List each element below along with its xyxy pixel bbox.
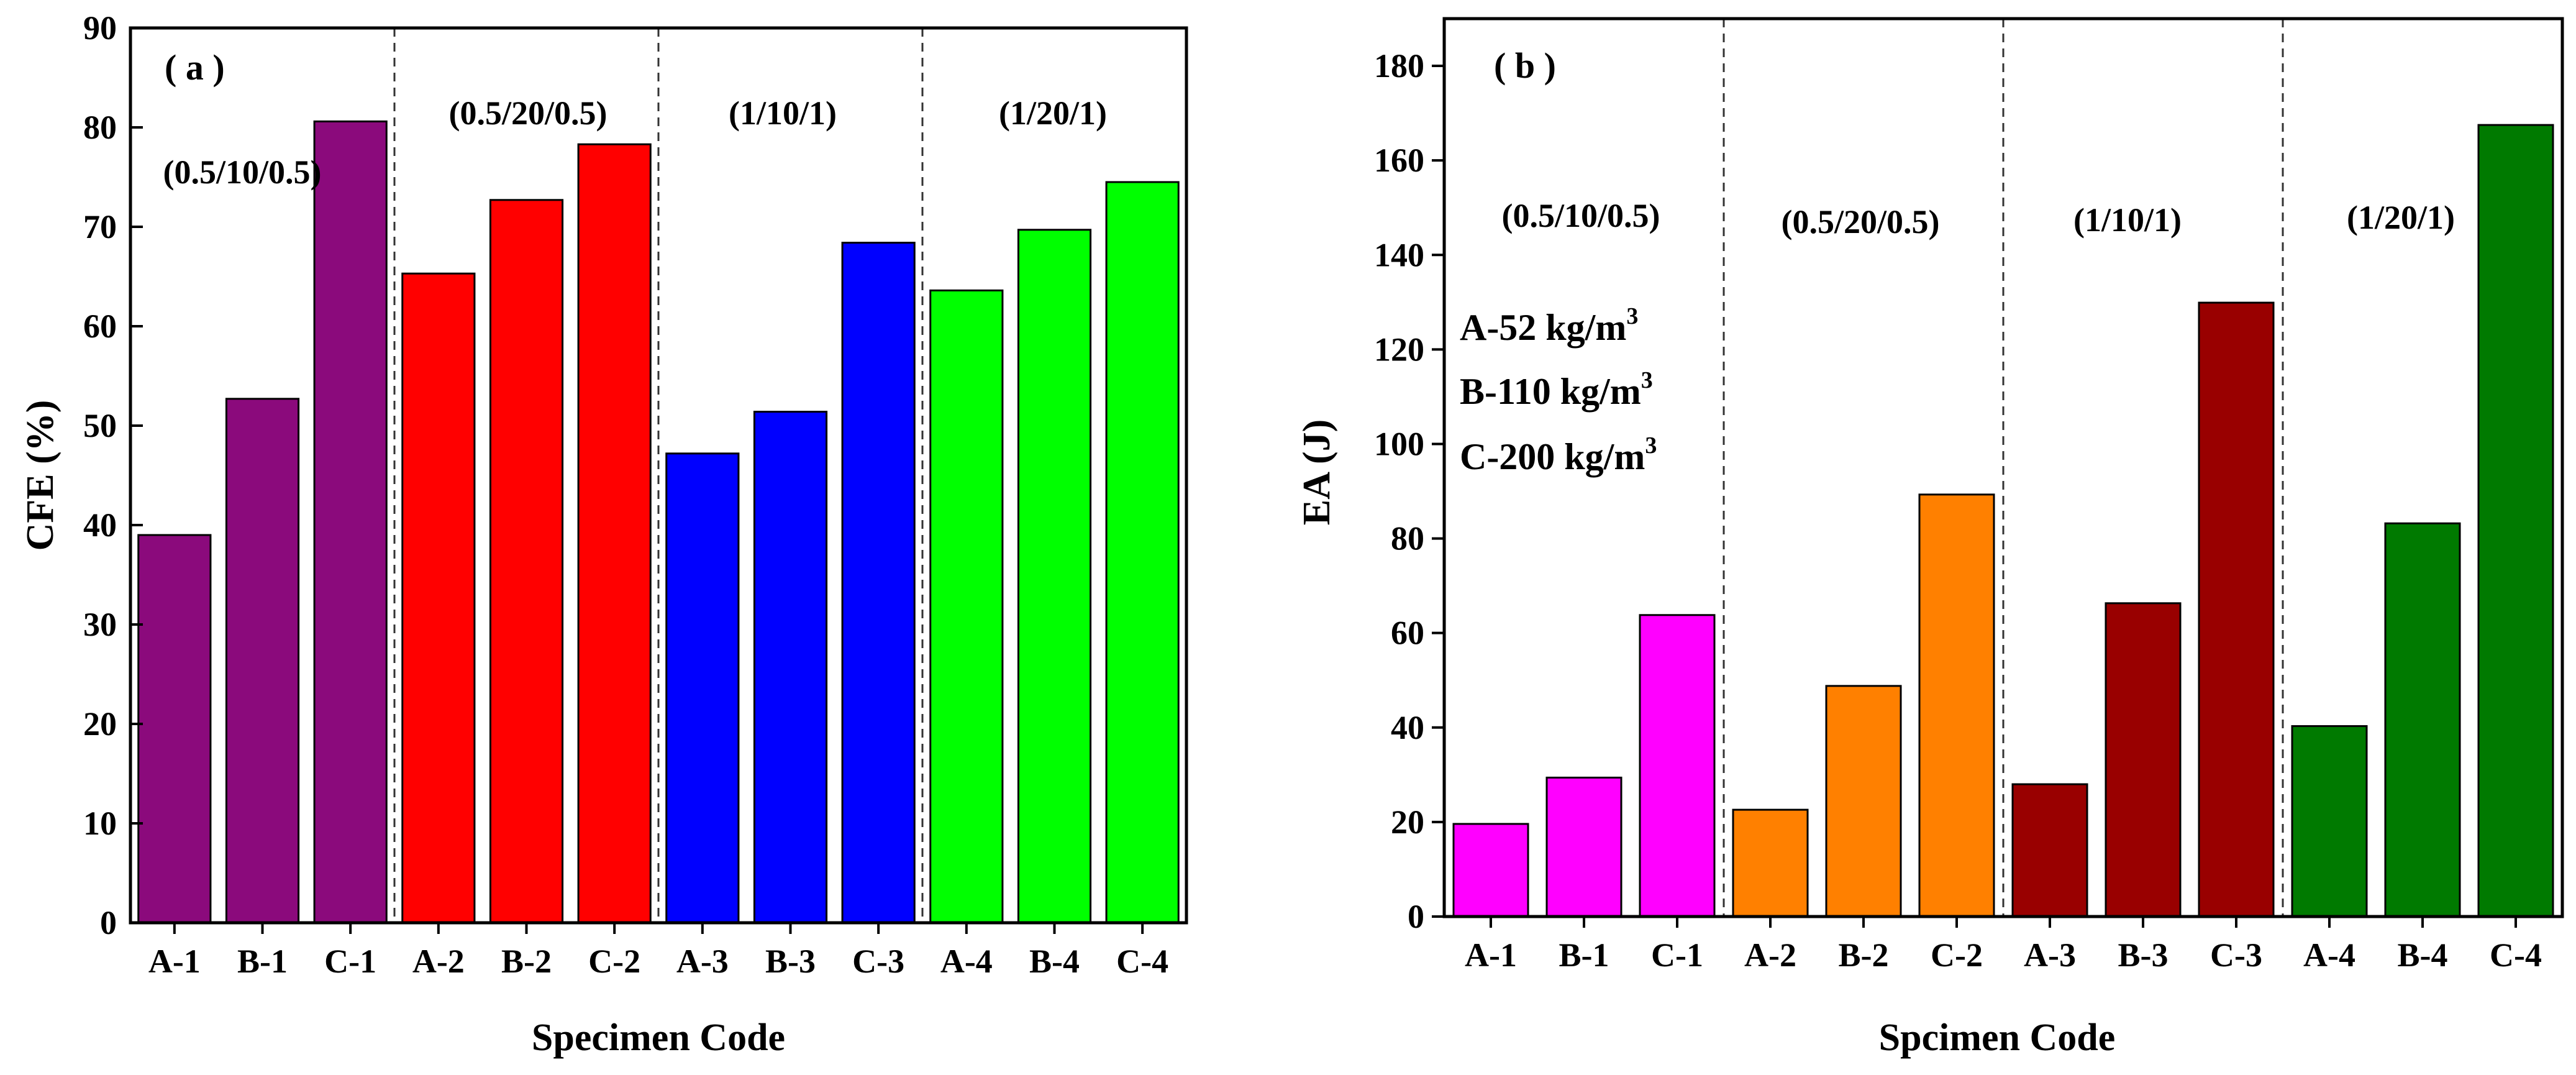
bar-a-3 <box>665 452 740 924</box>
x-tick-label-c-2: C-2 <box>588 943 640 980</box>
density-note: B-110 kg/m3 <box>1460 367 1653 412</box>
density-note-text: A-52 kg/m <box>1460 307 1626 348</box>
panel-a-cfe-chart: 0 10 20 30 40 50 60 70 80 90 A-1 B-1 C-1 A-2 B-2 C-2 A-3… <box>19 9 1188 1059</box>
x-tick-label-b-2: B-2 <box>501 943 552 980</box>
bar-c-4 <box>2477 124 2554 918</box>
bar-b-2 <box>1825 685 1902 918</box>
density-note-text: B-110 kg/m <box>1460 371 1641 412</box>
bar-b-3 <box>753 411 828 924</box>
x-tick-label-c-3: C-3 <box>852 943 904 980</box>
x-tick-label-c-4: C-4 <box>1116 943 1168 980</box>
y-tick-label: 0 <box>1408 898 1424 935</box>
bar-c-3 <box>2198 301 2275 918</box>
group-label: (0.5/10/0.5) <box>1502 197 1660 234</box>
bar-a-2 <box>401 272 476 924</box>
bar-a-2 <box>1732 808 1809 918</box>
bar-b-4 <box>1017 229 1092 924</box>
density-note-superscript: 3 <box>1641 367 1653 393</box>
group-label: (0.5/10/0.5) <box>163 153 322 191</box>
group-label: (1/10/1) <box>729 94 837 132</box>
panel-b-ea-chart: 0 20 40 60 80 100 120 140 160 180 A-1 B-1 C-1 A-2 B-2 C… <box>1296 17 2564 1059</box>
bar-a-1 <box>137 534 212 924</box>
y-tick-label: 0 <box>100 904 117 941</box>
bar-c-1 <box>313 120 388 924</box>
x-tick-label-c-3: C-3 <box>2210 936 2262 974</box>
x-tick-label-b-2: B-2 <box>1839 936 1889 974</box>
group-label: (0.5/20/0.5) <box>1782 203 1940 240</box>
bar-a-3 <box>2011 783 2088 918</box>
y-tick-label: 160 <box>1374 142 1424 179</box>
x-tick-label-c-1: C-1 <box>1651 936 1703 974</box>
bar-c-4 <box>1105 181 1180 924</box>
y-tick-label: 40 <box>1391 709 1424 746</box>
x-tick-label-a-2: A-2 <box>412 943 465 980</box>
y-tick-label: 60 <box>1391 615 1424 652</box>
x-tick-label-a-1: A-1 <box>1465 936 1517 974</box>
y-tick-label: 20 <box>83 705 117 743</box>
y-tick-label: 90 <box>83 9 117 47</box>
x-tick-label-c-2: C-2 <box>1931 936 1983 974</box>
x-tick-label-b-1: B-1 <box>237 943 288 980</box>
bar-b-1 <box>1545 776 1623 918</box>
plot-frame <box>129 26 1188 925</box>
y-tick-label: 20 <box>1391 803 1424 841</box>
plot-frame <box>1442 17 2564 918</box>
y-tick-label: 70 <box>83 208 117 245</box>
x-tick-label-a-4: A-4 <box>2303 936 2355 974</box>
bar-a-1 <box>1452 823 1529 918</box>
x-tick-label-a-1: A-1 <box>148 943 201 980</box>
x-tick-label-a-3: A-3 <box>2024 936 2076 974</box>
bar-c-1 <box>1639 614 1716 918</box>
y-tick-label: 10 <box>83 805 117 842</box>
x-tick-label-b-1: B-1 <box>1559 936 1609 974</box>
group-label: (1/10/1) <box>2073 201 2182 239</box>
bar-a-4 <box>2291 725 2368 918</box>
panel-label: ( b ) <box>1494 45 1556 86</box>
x-axis-title: Spcimen Code <box>1879 1017 2116 1059</box>
x-tick-label-b-3: B-3 <box>765 943 816 980</box>
bar-b-2 <box>489 199 564 924</box>
x-tick-label-c-4: C-4 <box>2490 936 2542 974</box>
bar-b-3 <box>2105 602 2182 918</box>
y-tick-label: 40 <box>83 506 117 544</box>
x-tick-label-a-4: A-4 <box>940 943 993 980</box>
bar-b-4 <box>2384 522 2461 918</box>
bar-a-4 <box>929 289 1004 924</box>
x-tick-label-a-2: A-2 <box>1744 936 1796 974</box>
y-tick-label: 80 <box>1391 520 1424 557</box>
density-note: A-52 kg/m3 <box>1460 303 1638 348</box>
density-note-superscript: 3 <box>1626 303 1638 329</box>
x-tick-label-b-3: B-3 <box>2118 936 2169 974</box>
bar-c-2 <box>577 143 652 924</box>
y-tick-label: 30 <box>83 606 117 643</box>
y-tick-label: 80 <box>83 109 117 146</box>
y-tick-label: 100 <box>1374 425 1424 462</box>
bar-c-2 <box>1918 493 1995 918</box>
x-axis-title: Specimen Code <box>532 1017 785 1059</box>
bar-b-1 <box>225 398 300 924</box>
x-tick-label-a-3: A-3 <box>676 943 729 980</box>
density-note-text: C-200 kg/m <box>1460 436 1645 477</box>
x-tick-label-b-4: B-4 <box>2398 936 2448 974</box>
y-tick-label: 140 <box>1374 236 1424 273</box>
group-label: (0.5/20/0.5) <box>449 94 608 132</box>
group-label: (1/20/1) <box>2347 199 2455 236</box>
group-label: (1/20/1) <box>999 94 1107 132</box>
bar-c-3 <box>841 242 916 924</box>
y-tick-label: 180 <box>1374 47 1424 85</box>
density-note-superscript: 3 <box>1645 432 1657 459</box>
y-tick-label: 50 <box>83 407 117 444</box>
panel-label: ( a ) <box>165 47 225 88</box>
y-axis-title: CFE (%) <box>19 400 61 551</box>
density-note: C-200 kg/m3 <box>1460 432 1657 477</box>
y-tick-label: 60 <box>83 308 117 345</box>
x-tick-label-b-4: B-4 <box>1029 943 1080 980</box>
y-tick-label: 120 <box>1374 331 1424 368</box>
x-tick-label-c-1: C-1 <box>324 943 376 980</box>
y-axis-title: EA (J) <box>1296 419 1338 526</box>
